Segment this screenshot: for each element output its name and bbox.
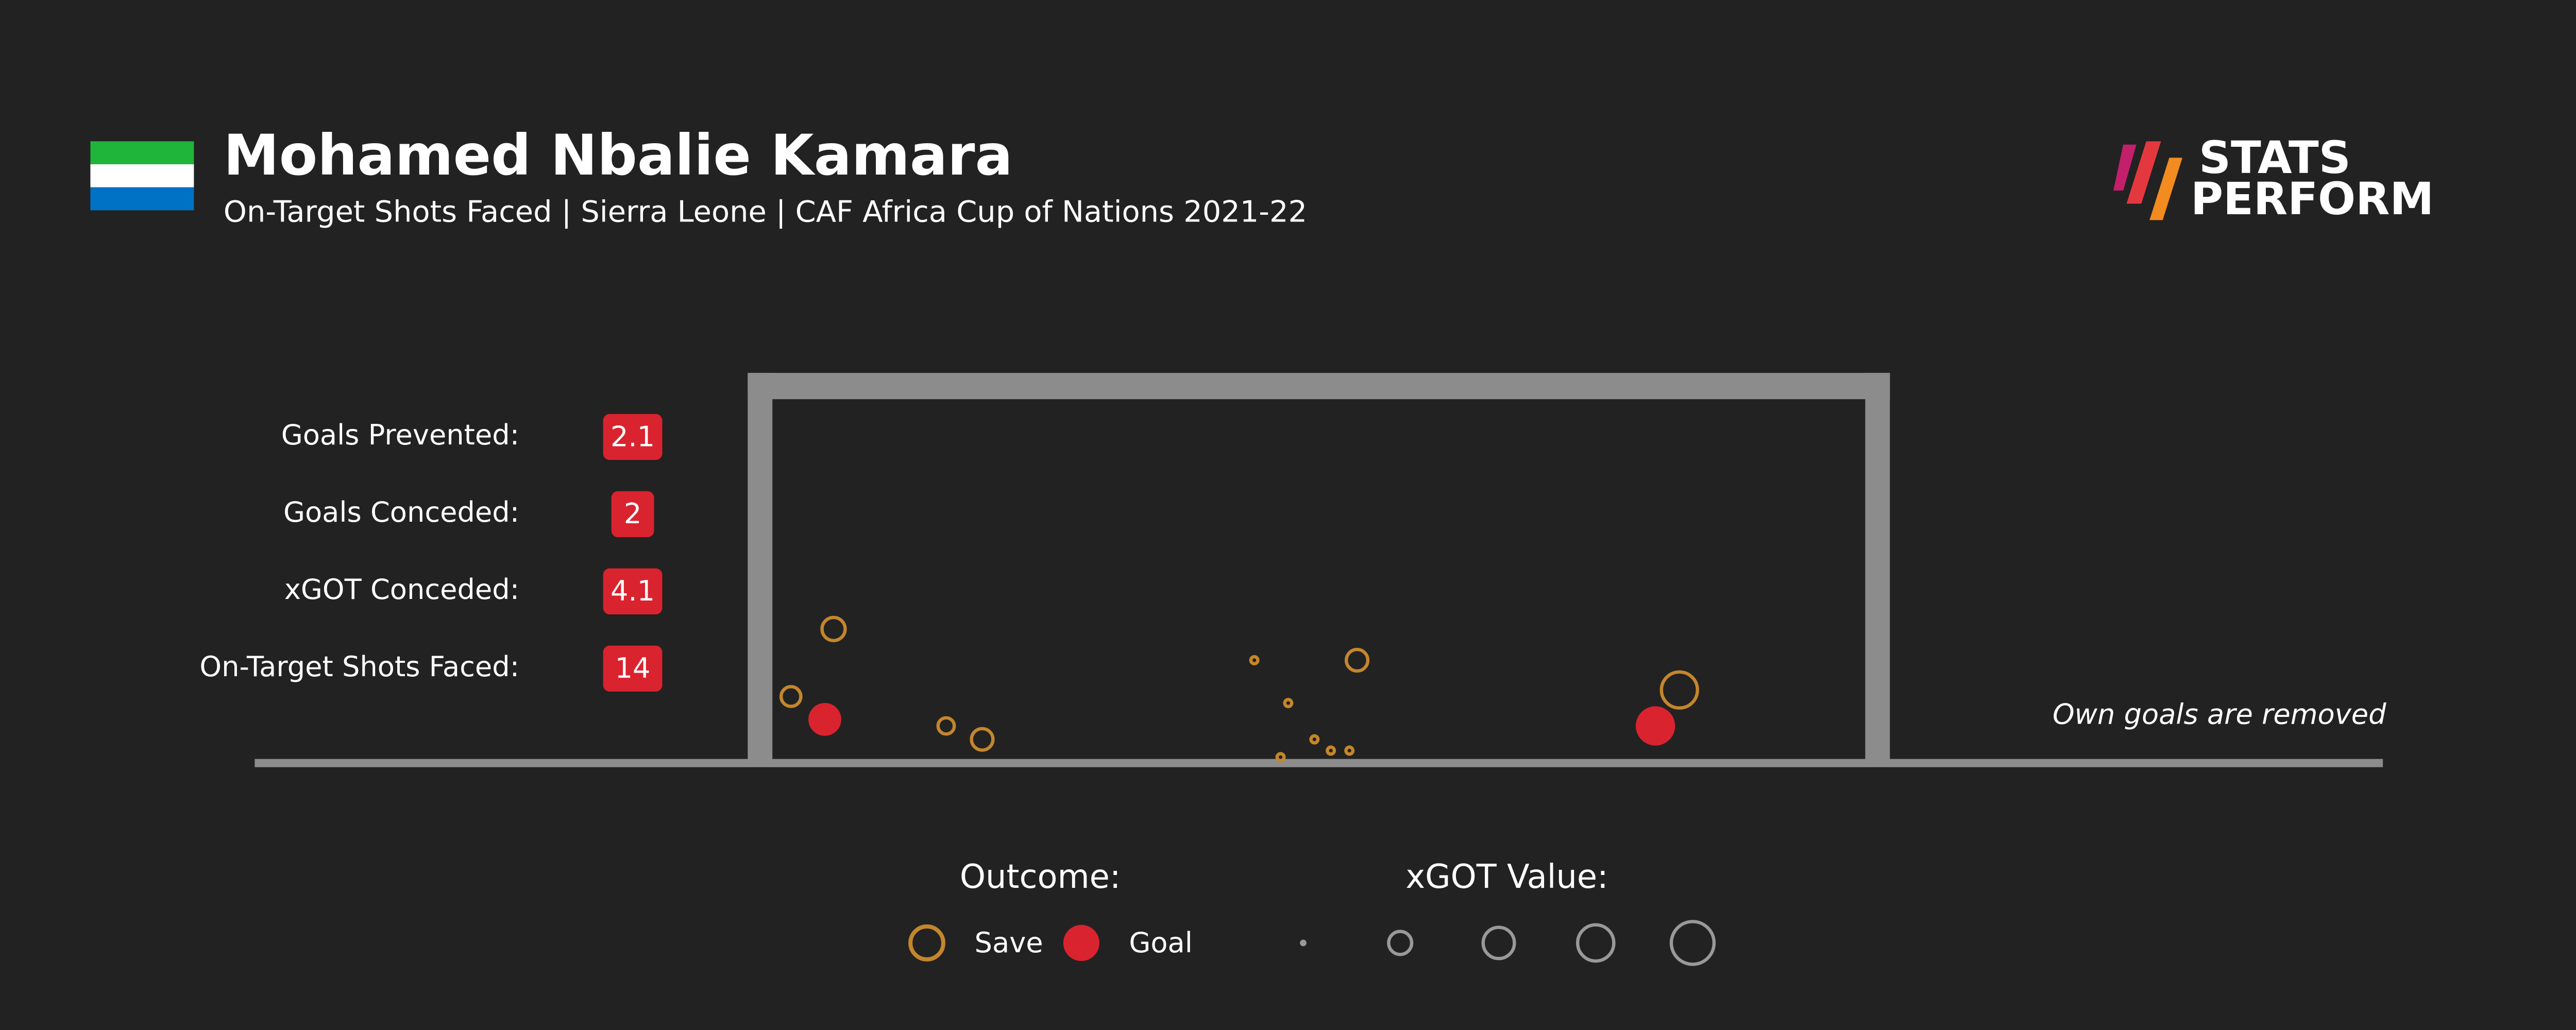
crossbar — [748, 373, 1890, 400]
logo-stripe — [2113, 144, 2137, 191]
stat-badge — [603, 645, 663, 692]
stat-label: On-Target Shots Faced: — [199, 650, 519, 683]
shot — [1326, 745, 1336, 756]
shot — [1344, 745, 1355, 756]
stat-label: Goals Conceded: — [283, 496, 519, 528]
legend-swatch — [908, 924, 945, 962]
series-goal — [808, 702, 1675, 746]
series-save — [779, 615, 1699, 763]
size-legend-circle — [1481, 925, 1516, 960]
shot — [936, 716, 956, 736]
flag-green — [90, 141, 194, 164]
shot — [1345, 647, 1370, 673]
chart-title: Mohamed Nbalie Kamara — [224, 123, 1013, 188]
logo: STATS PERFORM — [2113, 132, 2434, 225]
shot — [1283, 698, 1294, 709]
size-legend-circle — [1576, 923, 1616, 963]
logo-text: STATS — [2199, 132, 2351, 184]
flag-white — [90, 164, 194, 187]
stat-value: 2 — [624, 497, 641, 530]
legend-title: xGOT Value: — [1405, 858, 1608, 896]
shot — [1249, 655, 1260, 665]
size-legend-circle — [1387, 930, 1414, 956]
chart-subtitle: On-Target Shots Faced | Sierra Leone | C… — [224, 194, 1307, 229]
logo-stripe — [2149, 158, 2183, 220]
logo-text: PERFORM — [2191, 174, 2434, 225]
stat-label: Goals Prevented: — [281, 419, 519, 451]
size-legend-circle — [1669, 920, 1716, 966]
size-legend-circle — [1300, 939, 1307, 947]
shot — [1275, 752, 1286, 763]
stat-badge — [603, 414, 663, 460]
legend-label: Goal — [1129, 926, 1192, 959]
stat-badge — [603, 568, 663, 614]
legend-label: Save — [975, 926, 1043, 959]
legend-swatch — [1063, 924, 1099, 962]
stat-value: 4.1 — [611, 575, 655, 607]
shot — [1309, 734, 1320, 745]
legend-title: Outcome: — [960, 858, 1121, 896]
stat-label: xGOT Conceded: — [284, 573, 519, 606]
shot — [808, 702, 841, 736]
size-legend — [1300, 920, 1716, 966]
shot — [820, 615, 847, 643]
ground-line — [255, 759, 2383, 767]
shot — [1659, 670, 1699, 710]
annotation: Own goals are removed — [2053, 698, 2386, 730]
flag — [90, 141, 194, 211]
stat-value: 14 — [615, 652, 651, 684]
left-post — [748, 373, 773, 763]
goal-frame — [255, 373, 2383, 767]
stat-value: 2.1 — [611, 420, 655, 453]
shot — [970, 727, 995, 752]
shot — [779, 685, 803, 708]
shot — [1635, 706, 1675, 746]
flag-blue — [90, 187, 194, 211]
stat-badge — [611, 491, 654, 538]
right-post — [1865, 373, 1890, 763]
logo-stripe — [2126, 141, 2161, 204]
